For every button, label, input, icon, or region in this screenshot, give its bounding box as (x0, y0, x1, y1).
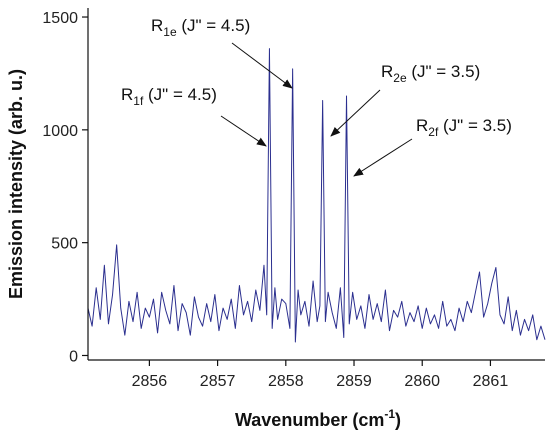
series-layer (87, 48, 546, 343)
x-tick-label: 2861 (473, 373, 509, 390)
y-tick-label: 1500 (42, 10, 78, 27)
y-tick-label: 500 (51, 236, 78, 253)
x-tick-label: 2856 (132, 373, 168, 390)
annotation-r1f: R1f (J" = 4.5) (121, 85, 267, 147)
y-axis-ticks: 0 500 1000 1500 (42, 10, 88, 365)
annotation-r1e-arrow (231, 42, 293, 89)
annotation-r2f-label: R2f (J" = 3.5) (416, 116, 512, 139)
x-tick-label: 2858 (268, 373, 304, 390)
annotation-r1e-label: R1e (J" = 4.5) (151, 16, 250, 39)
x-axis-ticks: 2856 2857 2858 2859 2860 2861 (132, 360, 509, 390)
spectrum-line-0 (87, 48, 546, 343)
annotation-r1f-arrow (220, 115, 267, 147)
annotation-r2f: R2f (J" = 3.5) (353, 116, 512, 177)
annotation-r1f-label: R1f (J" = 4.5) (121, 85, 217, 108)
y-tick-label: 1000 (42, 123, 78, 140)
annotation-r2e: R2e (J" = 3.5) (330, 62, 480, 137)
x-tick-label: 2860 (404, 373, 440, 390)
x-tick-label: 2859 (336, 373, 372, 390)
x-tick-label: 2857 (200, 373, 236, 390)
annotation-r2f-arrow (353, 138, 413, 177)
x-axis-title: Wavenumber (cm-1) (235, 407, 401, 430)
annotation-r2e-arrow (330, 89, 381, 137)
annotation-r1e: R1e (J" = 4.5) (151, 16, 293, 89)
y-axis-title: Emission intensity (arb. u.) (6, 69, 26, 299)
y-tick-label: 0 (69, 348, 78, 365)
peak-annotations: R1e (J" = 4.5) R1f (J" = 4.5) R2e (J" = … (121, 16, 512, 177)
annotation-r2e-label: R2e (J" = 3.5) (381, 62, 480, 85)
